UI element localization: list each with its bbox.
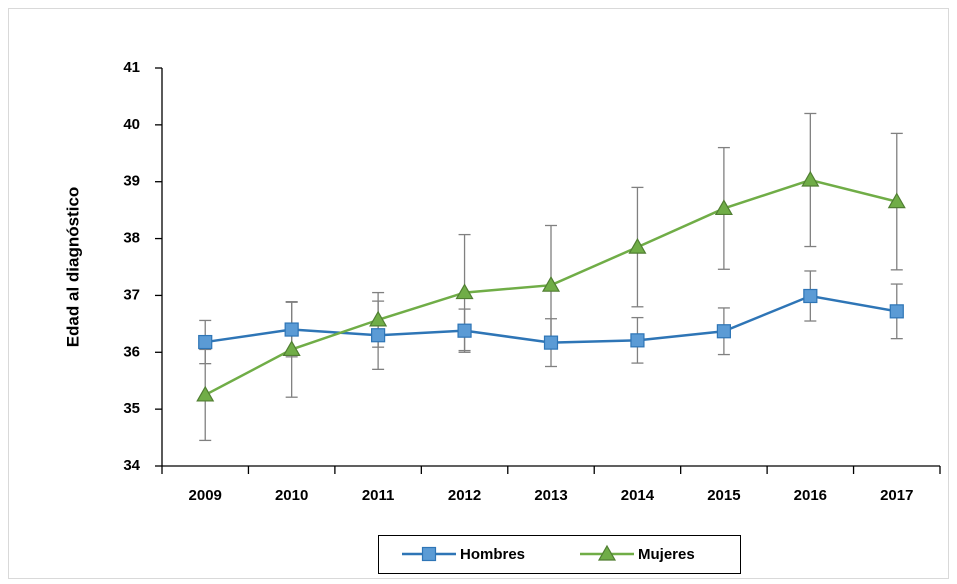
marker: [457, 323, 472, 338]
y-tick-label: 37: [123, 286, 140, 303]
legend-label: Mujeres: [638, 546, 695, 563]
marker: [198, 334, 213, 350]
x-tick-label: 2011: [362, 487, 395, 504]
y-tick-label: 40: [123, 116, 140, 133]
y-tick-label: 41: [123, 59, 140, 76]
x-tick-label: 2012: [448, 487, 481, 504]
marker: [284, 322, 299, 337]
marker: [541, 275, 561, 292]
marker: [628, 237, 647, 254]
x-tick-label: 2017: [880, 487, 913, 504]
x-tick-label: 2013: [534, 487, 567, 504]
marker: [369, 310, 388, 327]
marker: [801, 170, 820, 187]
marker: [196, 385, 215, 402]
marker: [803, 288, 818, 304]
x-tick-label: 2010: [275, 487, 308, 504]
y-tick-label: 35: [123, 400, 140, 417]
y-tick-label: 34: [123, 457, 140, 474]
legend-marker: [597, 544, 617, 561]
y-tick-label: 39: [123, 173, 140, 190]
marker: [889, 304, 904, 319]
marker: [714, 199, 733, 216]
x-tick-label: 2015: [707, 487, 740, 504]
marker: [716, 324, 731, 339]
y-tick-label: 38: [123, 230, 140, 247]
x-tick-label: 2016: [794, 487, 827, 504]
x-tick-label: 2009: [189, 487, 222, 504]
y-axis-label: Edad al diagnóstico: [63, 187, 82, 348]
x-tick-label: 2014: [621, 487, 655, 504]
marker: [455, 283, 474, 300]
legend-label: Hombres: [460, 546, 525, 563]
marker: [371, 328, 386, 343]
marker: [282, 340, 301, 357]
marker: [887, 192, 906, 209]
y-tick-label: 36: [123, 343, 140, 360]
marker: [630, 333, 645, 348]
marker: [543, 335, 559, 350]
chart-border: [8, 8, 949, 579]
legend-marker: [421, 546, 437, 562]
